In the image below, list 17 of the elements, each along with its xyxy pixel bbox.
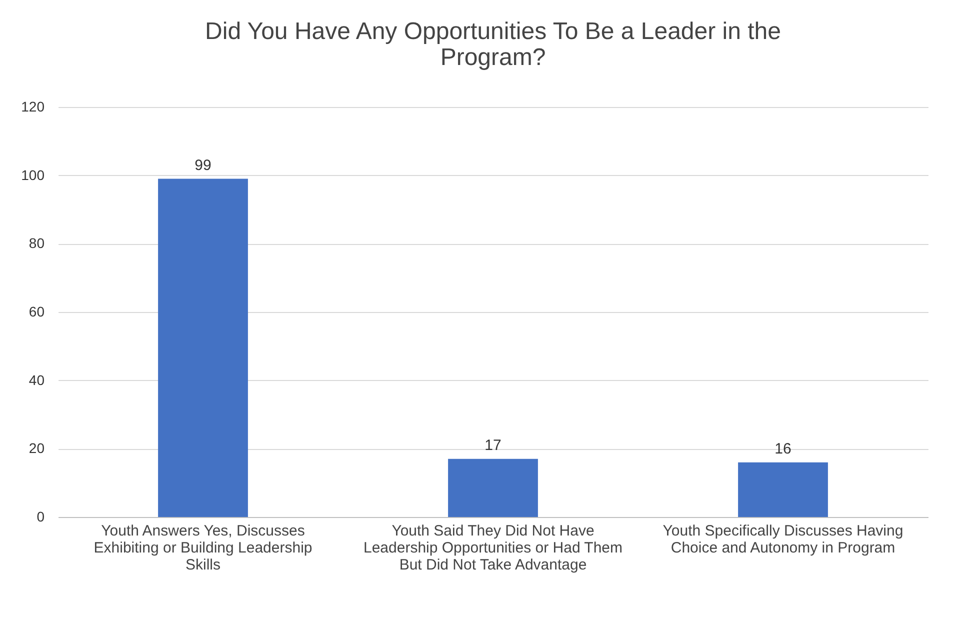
x-tick-label: Youth Said They Did Not Have Leadership Opportunities or Had Them But Did Not Take Advantage (363, 522, 623, 574)
y-tick-label: 120 (21, 98, 45, 114)
chart-title: Did You Have Any Opportunities To Be a Leader in the Program? (205, 18, 781, 71)
y-tick-label: 80 (28, 235, 45, 252)
y-tick-label: 0 (36, 508, 45, 524)
y-tick-label: 40 (28, 372, 45, 388)
data-label: 17 (484, 436, 502, 454)
data-label: 99 (194, 156, 212, 174)
bar (448, 458, 538, 517)
x-tick-label: Youth Answers Yes, Discusses Exhibiting or Building Leadership Skills (94, 522, 312, 574)
y-tick-label: 60 (28, 304, 45, 320)
x-tick-label: Youth Specifically Discusses Having Choice and Autonomy in Program (662, 522, 904, 556)
data-label: 16 (774, 440, 792, 458)
y-tick-label: 100 (21, 166, 45, 183)
bar (738, 462, 828, 517)
bar (158, 178, 248, 517)
y-tick-label: 20 (28, 440, 45, 456)
